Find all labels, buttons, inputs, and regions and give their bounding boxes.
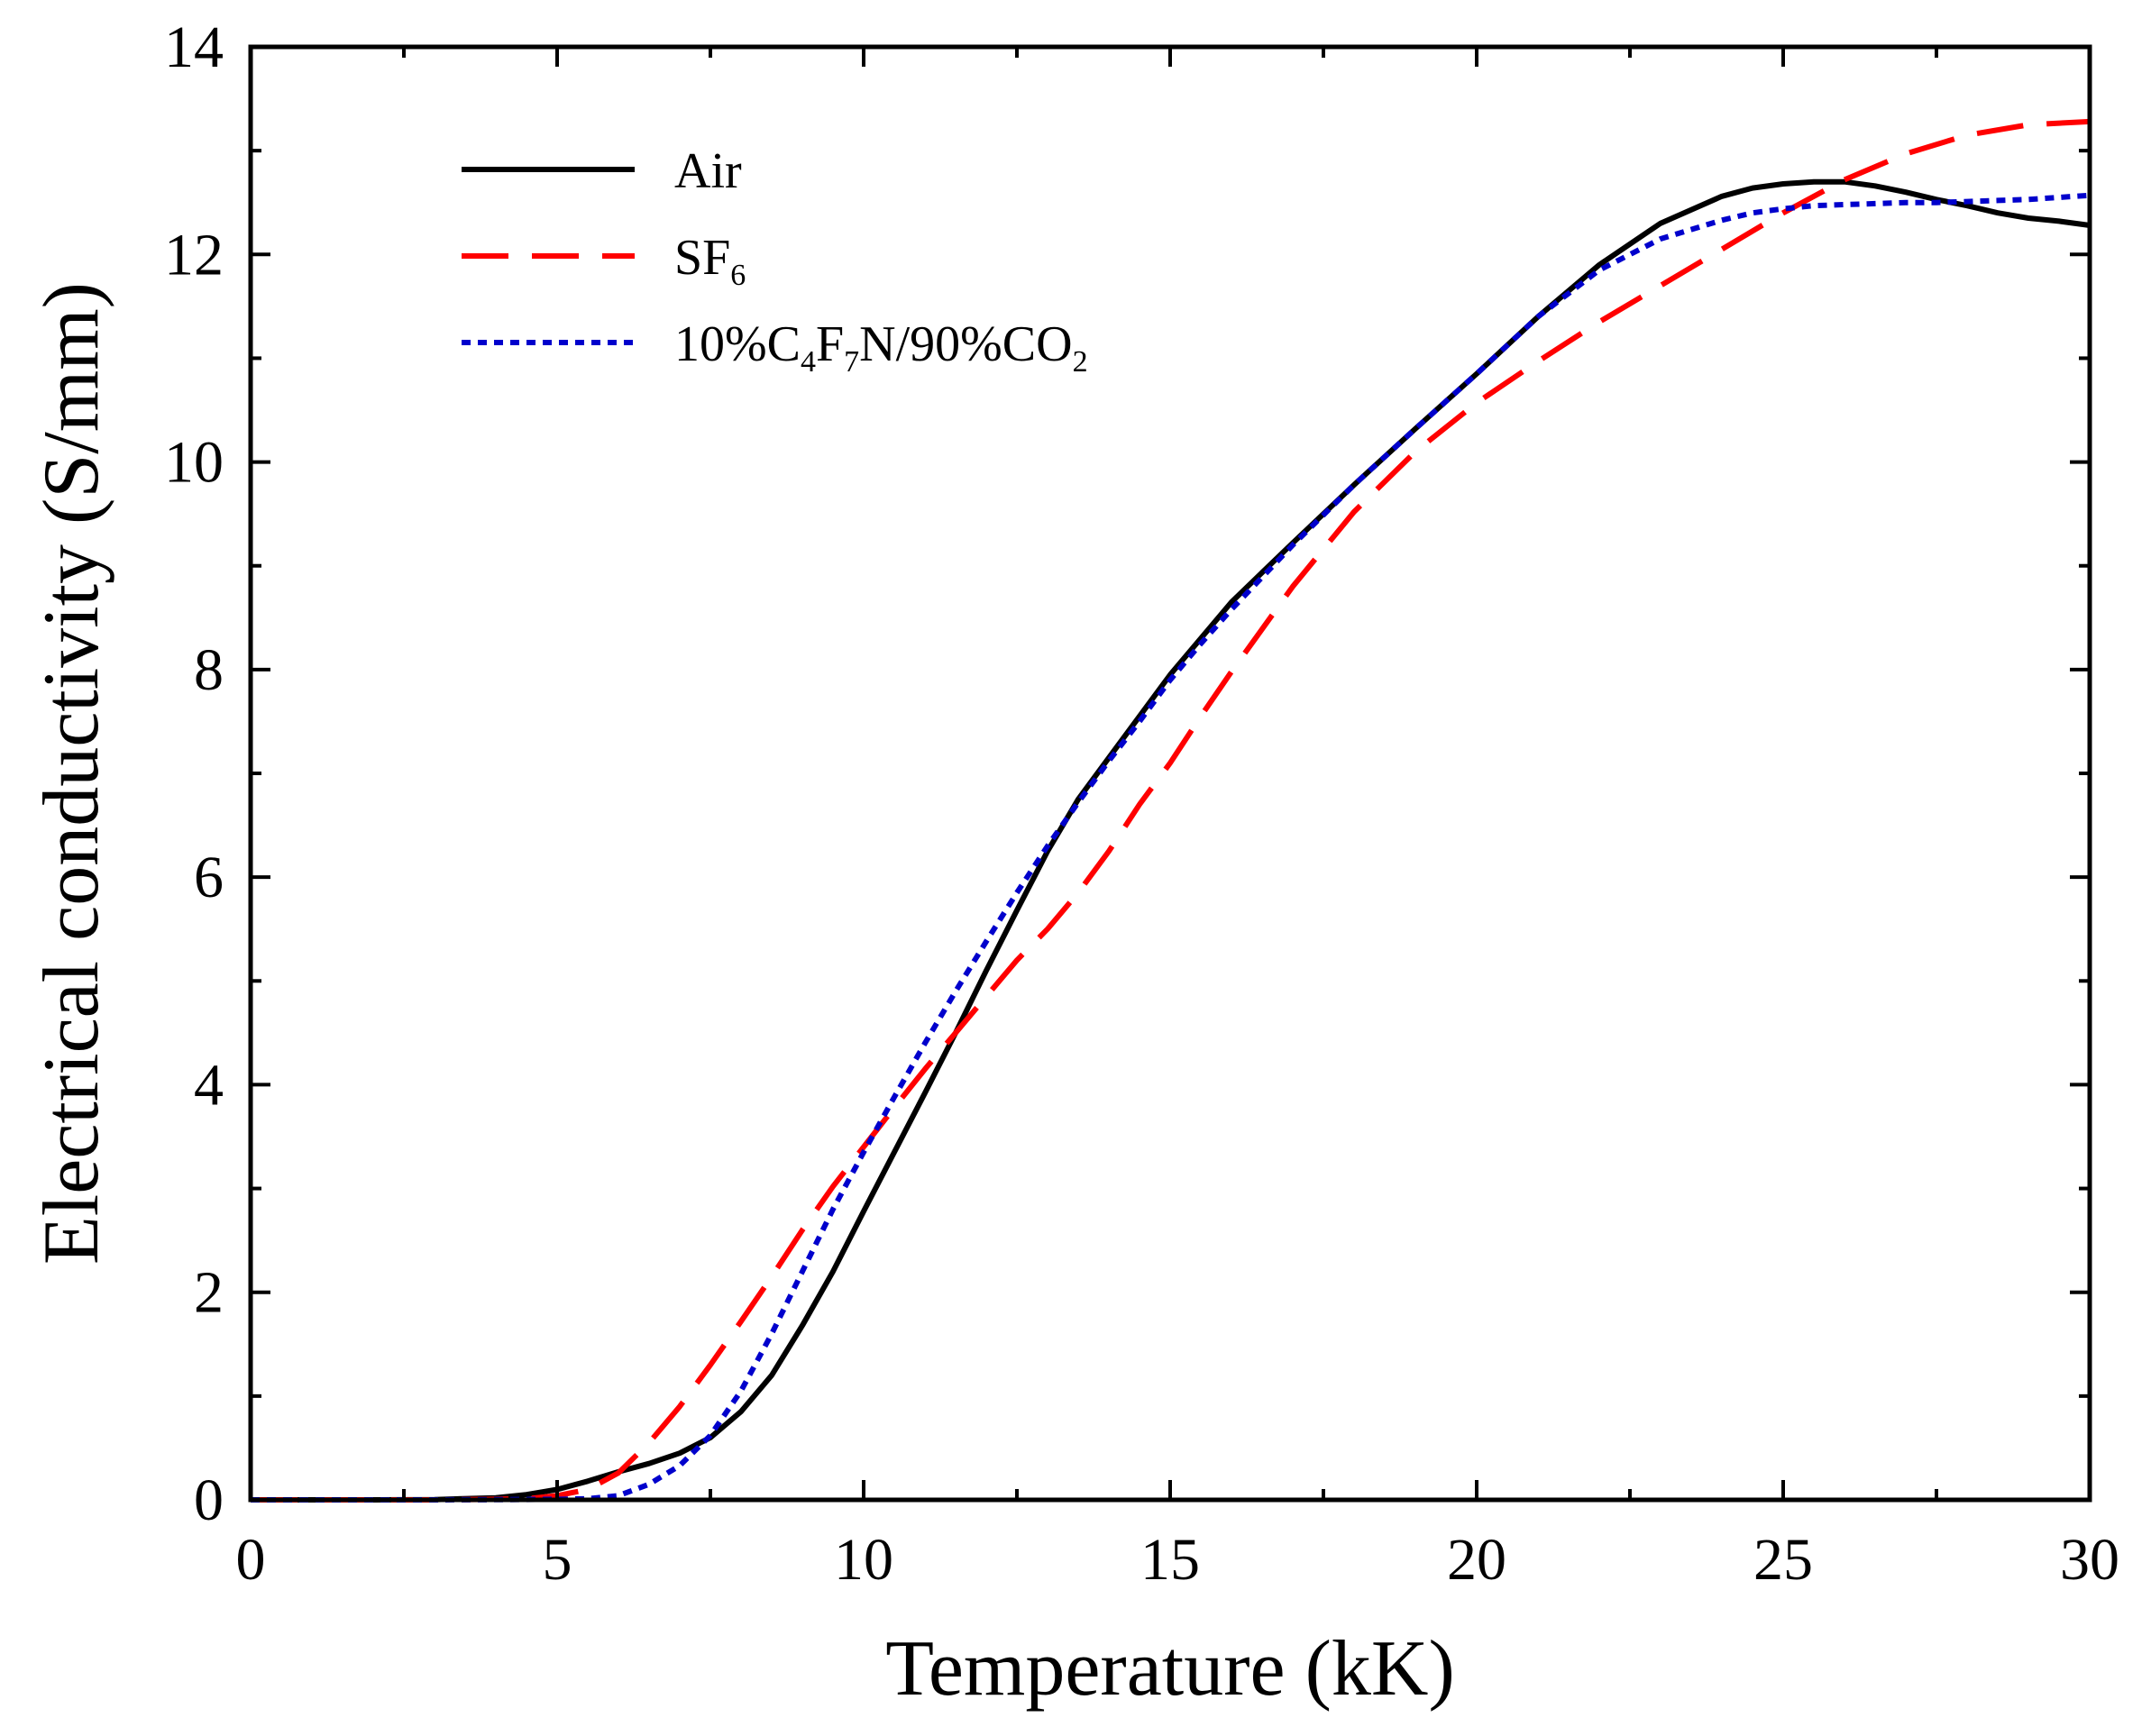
series-layer xyxy=(251,118,2091,1503)
x-tick-label: 10 xyxy=(834,1527,893,1593)
y-tick-label: 14 xyxy=(164,14,224,80)
x-tick-label: 0 xyxy=(236,1527,266,1593)
axis-tick-labels: 0 5 10 15 20 25 30 0 2 4 6 8 10 12 14 xyxy=(164,14,2119,1593)
x-tick-label: 20 xyxy=(1447,1527,1506,1593)
y-tick-label: 4 xyxy=(194,1052,224,1118)
y-tick-label: 2 xyxy=(194,1260,224,1326)
legend-label-1: SF6 xyxy=(674,230,746,292)
legend: Air SF6 10%C4F7N/90%CO2 xyxy=(462,143,1088,379)
x-tick-label: 5 xyxy=(543,1527,572,1593)
plot-area-frame xyxy=(248,44,2092,1503)
series-line-1 xyxy=(251,118,2091,1503)
y-tick-label: 10 xyxy=(164,430,224,496)
y-tick-label: 8 xyxy=(194,637,224,703)
legend-label-2: 10%C4F7N/90%CO2 xyxy=(674,316,1088,379)
y-tick-label: 12 xyxy=(164,222,224,288)
axis-ticks xyxy=(249,45,2092,1502)
y-tick-label: 0 xyxy=(194,1467,224,1533)
legend-label-0: Air xyxy=(674,143,742,199)
y-axis-title: Electrical conductivity (S/mm) xyxy=(28,282,115,1265)
x-axis-title: Temperature (kK) xyxy=(885,1625,1455,1713)
series-line-2 xyxy=(251,192,2091,1503)
x-tick-label: 30 xyxy=(2060,1527,2119,1593)
x-tick-label: 25 xyxy=(1753,1527,1813,1593)
y-tick-label: 6 xyxy=(194,845,224,910)
x-tick-label: 15 xyxy=(1140,1527,1200,1593)
series-line-0 xyxy=(251,178,2091,1503)
